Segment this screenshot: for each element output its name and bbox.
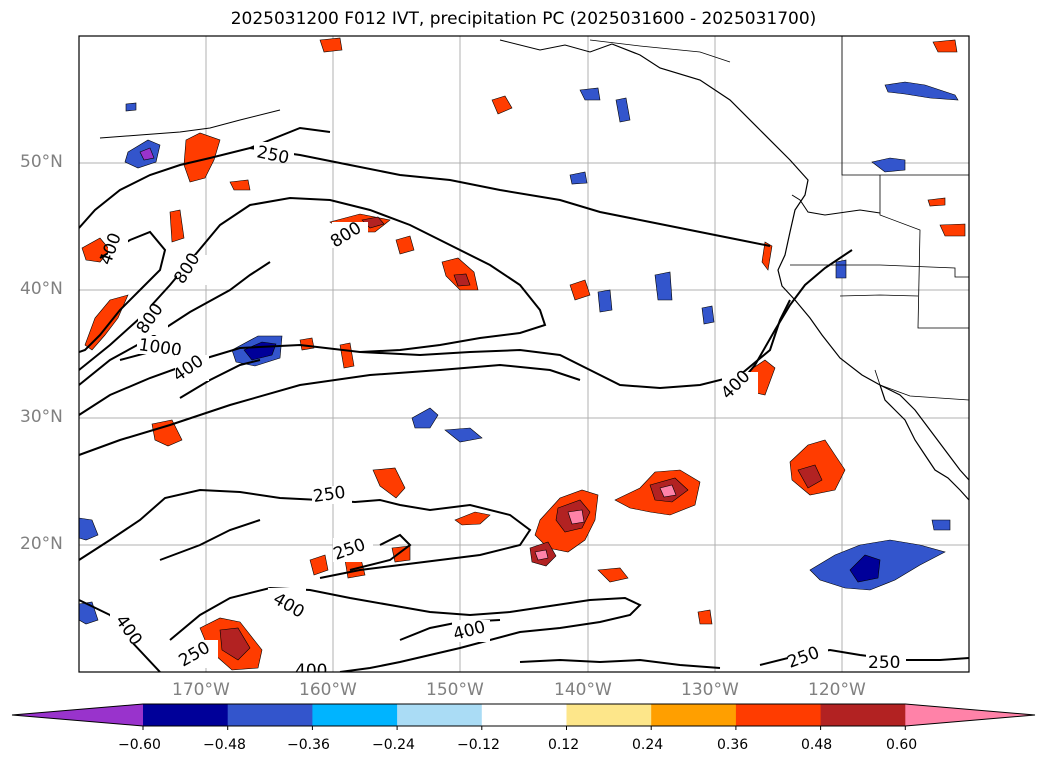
colorbar-segment [735,704,822,726]
lon-label: 170°W [172,680,230,700]
colorbar-tick-label: −0.12 [457,737,500,753]
lon-label: 150°W [426,680,484,700]
lat-label: 40°N [20,279,63,299]
colorbar-extend-left [12,704,143,726]
colorbar-tick-label: 0.48 [801,737,833,753]
colorbar-segment [651,704,737,726]
colorbar-segment [143,704,229,726]
contour-label: 400 [295,661,327,681]
colorbar-segment [481,704,567,726]
colorbar-tick-label: −0.60 [118,737,161,753]
colorbar-extend-right [905,704,1035,726]
map-frame [78,35,970,673]
colorbar-segment [820,704,906,726]
lat-label: 30°N [20,407,63,427]
lat-label: 50°N [20,152,63,172]
lat-label: 20°N [20,534,63,554]
map-area: 250 400 800 800 800 1000 400 400 250 250… [79,36,969,681]
colorbar-tick-label: −0.48 [203,737,246,753]
lon-label: 120°W [808,680,866,700]
contour-labels: 250 400 800 800 800 1000 400 400 250 250… [96,142,906,681]
colorbar [11,703,1036,730]
map-title: 2025031200 F012 IVT, precipitation PC (2… [230,9,817,29]
lon-label: 140°W [554,680,612,700]
colorbar-segment [227,704,313,726]
colorbar-tick-label: 0.36 [717,737,749,753]
colorbar-tick-label: −0.36 [287,737,330,753]
contour-label: 250 [868,653,900,673]
colorbar-tick-label: 0.12 [548,737,580,753]
lon-label: 130°W [681,680,739,700]
colorbar-tick-label: 0.24 [632,737,664,753]
colorbar-segment [566,704,652,726]
lon-label: 160°W [299,680,357,700]
coastlines [99,36,969,501]
colorbar-tick-label: 0.60 [886,737,918,753]
precip-positive-blobs [81,37,966,671]
colorbar-tick-label: −0.24 [372,737,415,753]
colorbar-segment [312,704,398,726]
colorbar-segment [397,704,483,726]
contour-label: 250 [312,483,347,507]
